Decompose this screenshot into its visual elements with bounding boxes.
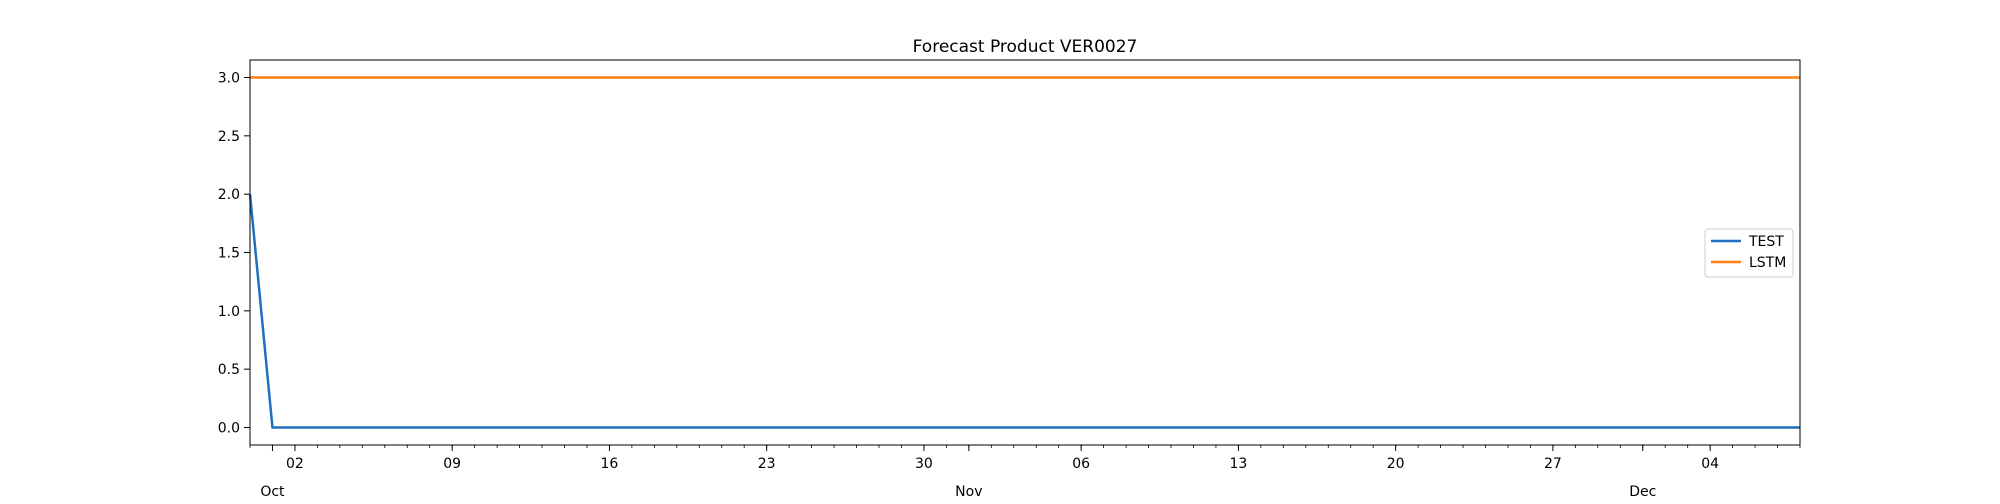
x-tick-label: 30 [915,456,933,472]
legend: TEST LSTM [1704,228,1794,278]
x-tick-label: 09 [443,456,461,472]
y-tick-label: 3.0 [218,71,240,87]
series-line-test [248,194,1800,429]
y-tick-label: 0.5 [218,362,240,378]
legend-label-lstm: LSTM [1749,255,1786,271]
plot-frame [249,59,1801,446]
x-tick-label: 20 [1387,456,1405,472]
y-tick-label: 1.5 [218,246,240,262]
y-tick-label: 2.0 [218,187,240,203]
x-tick-label: 06 [1072,456,1090,472]
x-month-label: Nov [955,484,982,500]
x-month-label: Dec [1629,484,1656,500]
legend-label-test: TEST [1748,234,1784,250]
axis-ticks: 0.0 0.5 1.0 1.5 2.0 2.5 3.0 02 09 16 23 30 06 13 20 27 0… [218,71,1801,500]
x-tick-label: 13 [1229,456,1247,472]
x-tick-label: 23 [758,456,776,472]
y-tick-label: 2.5 [218,129,240,145]
x-month-label: Oct [260,484,285,500]
plot-lines [248,76,1800,429]
y-tick-label: 1.0 [218,304,240,320]
x-tick-label: 27 [1544,456,1562,472]
x-tick-label: 02 [286,456,304,472]
x-tick-label: 04 [1701,456,1719,472]
y-tick-label: 0.0 [218,421,240,437]
x-tick-label: 16 [601,456,619,472]
chart-title: Forecast Product VER0027 [913,37,1138,57]
